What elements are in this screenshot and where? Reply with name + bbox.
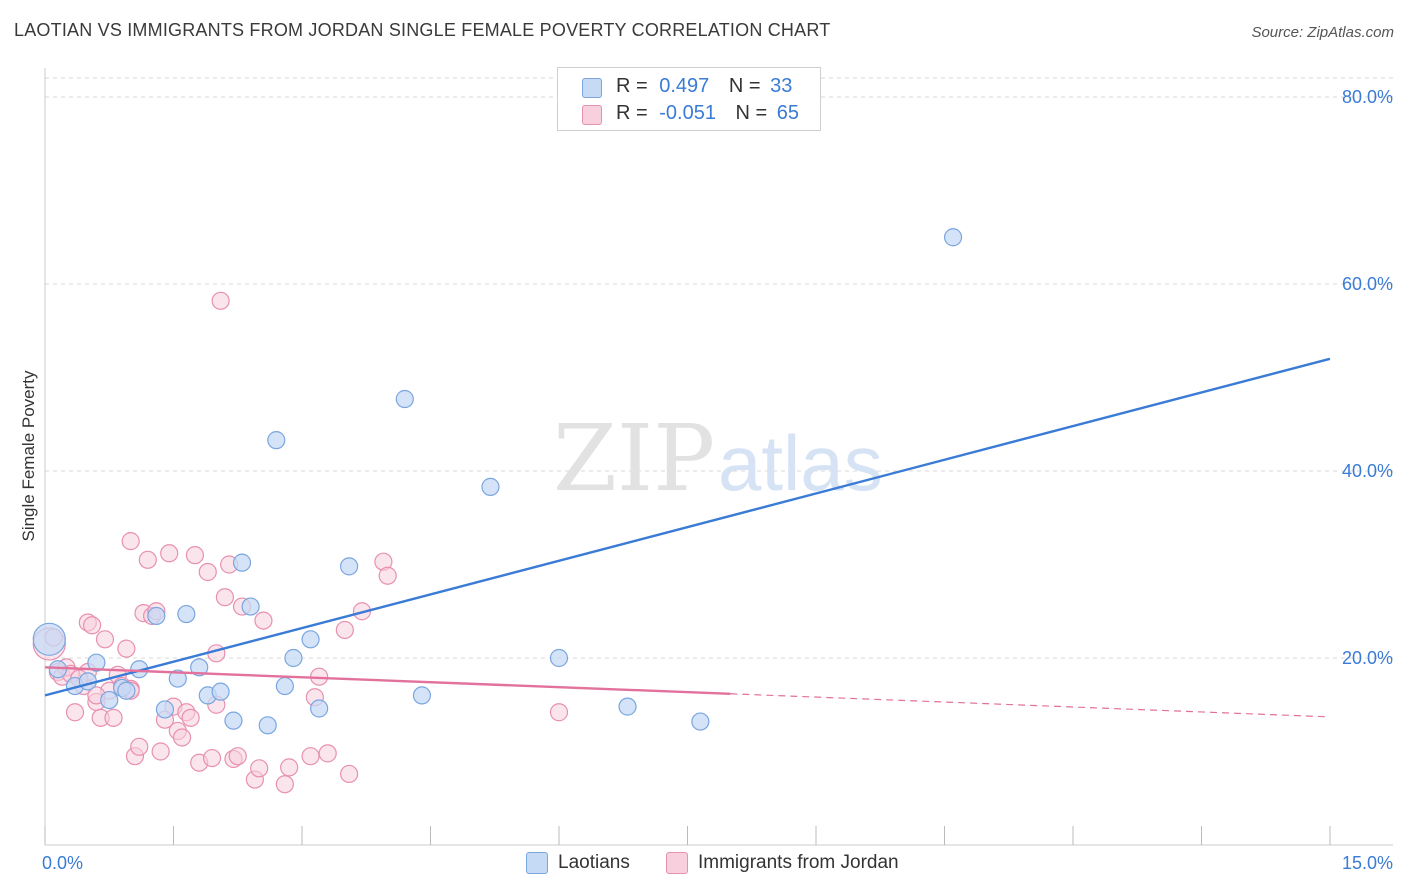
laotian-point (310, 699, 329, 718)
legend-n-value: 65 (776, 102, 800, 124)
y-tick-label: 60.0% (1342, 274, 1393, 294)
laotian-point (168, 669, 187, 688)
laotian-point (258, 716, 277, 735)
y-axis-title: Single Female Poverty (19, 370, 38, 542)
jordan-point (335, 620, 354, 640)
jordan-point (172, 728, 192, 747)
x-tick-label: 15.0% (1342, 853, 1393, 873)
jordan-point (138, 550, 157, 569)
legend-n-value: 33 (770, 75, 793, 97)
trend-line-jordan (44, 666, 731, 695)
laotian-point (275, 676, 294, 696)
laotian-point (301, 630, 320, 649)
jordan-point (202, 748, 222, 768)
laotian-point (211, 682, 230, 701)
bottom-legend-label-laotians: Laotians (558, 852, 630, 873)
watermark-zip: ZIP (553, 405, 715, 512)
jordan-point (301, 747, 320, 766)
laotian-point (481, 477, 500, 496)
jordan-point (215, 588, 234, 607)
laotian-point (232, 553, 252, 572)
axis-labels: 20.0% 40.0% 60.0% 80.0% 0.0% 15.0% (42, 87, 1393, 873)
jordan-point (198, 562, 217, 582)
legend-r-label: R = (616, 75, 648, 97)
laotian-point (190, 658, 209, 677)
laotian-point (32, 622, 66, 656)
jordan-point (280, 758, 299, 777)
legend-r-value: 0.497 (659, 75, 710, 97)
laotian-point (618, 697, 637, 716)
legend-n-label: N = (728, 75, 761, 97)
laotian-point (117, 681, 136, 700)
jordan-point (65, 703, 85, 722)
jordan-point (104, 708, 123, 727)
laotian-point (691, 712, 710, 731)
watermark-atlas: atlas (718, 419, 883, 507)
laotian-point (943, 228, 963, 247)
jordan-points (32, 291, 569, 794)
legend-text-laotians: R = 0.497 N = 33 (616, 75, 792, 98)
laotian-point (224, 711, 243, 730)
y-tick-label: 80.0% (1342, 87, 1393, 107)
trend-line-laotians (44, 357, 1331, 697)
jordan-point (151, 742, 170, 761)
laotian-point (78, 672, 97, 691)
jordan-point (95, 630, 115, 649)
laotian-point (284, 648, 303, 668)
laotian-point (147, 606, 166, 626)
x-tick-label: 0.0% (42, 853, 83, 873)
laotian-point (87, 653, 106, 672)
jordan-point (254, 611, 273, 630)
laotian-point (155, 700, 175, 719)
grid-lines (45, 77, 1393, 659)
jordan-point (275, 775, 294, 794)
bottom-legend-label-jordan: Immigrants from Jordan (698, 852, 899, 873)
jordan-point (211, 291, 230, 310)
watermark: ZIP atlas (553, 405, 883, 512)
legend-n-label: N = (735, 102, 768, 124)
laotian-point (412, 686, 432, 705)
laotian-point (267, 431, 286, 450)
jordan-point (160, 544, 179, 563)
trend-lines (44, 357, 1331, 718)
legend-text-jordan: R = -0.051 N = 65 (616, 102, 799, 125)
jordan-point (228, 747, 247, 766)
jordan-point (250, 759, 269, 778)
laotian-point (549, 648, 569, 668)
stats-legend: R = 0.497 N = 33 R = -0.051 N = 65 (557, 67, 821, 131)
laotian-point (241, 597, 260, 616)
jordan-point (117, 639, 136, 658)
jordan-point (207, 644, 226, 663)
y-tick-label: 40.0% (1342, 461, 1393, 481)
laotian-points (32, 228, 963, 735)
legend-r-label: R = (616, 102, 648, 124)
laotian-point (340, 557, 359, 576)
jordan-point (340, 764, 359, 784)
y-tick-label: 20.0% (1342, 648, 1393, 668)
legend-r-value: -0.051 (659, 102, 716, 124)
chart-title: LAOTIAN VS IMMIGRANTS FROM JORDAN SINGLE… (14, 20, 831, 40)
jordan-point (549, 703, 569, 722)
jordan-point (185, 546, 205, 565)
trend-line-extension (730, 693, 1331, 718)
laotian-point (395, 389, 414, 409)
jordan-point (378, 566, 397, 585)
jordan-point (130, 737, 149, 756)
legend-swatch-pink (582, 105, 602, 125)
jordan-point (121, 532, 140, 551)
bottom-legend-swatch-pink (666, 852, 688, 874)
jordan-point (318, 744, 337, 763)
legend-swatch-blue (582, 78, 602, 98)
jordan-point (83, 616, 102, 635)
axes (44, 68, 1393, 846)
source-label: Source: ZipAtlas.com (1251, 24, 1394, 41)
jordan-point (181, 708, 200, 727)
bottom-legend-swatch-blue (526, 852, 548, 874)
laotian-point (177, 604, 196, 624)
laotian-point (100, 690, 119, 710)
